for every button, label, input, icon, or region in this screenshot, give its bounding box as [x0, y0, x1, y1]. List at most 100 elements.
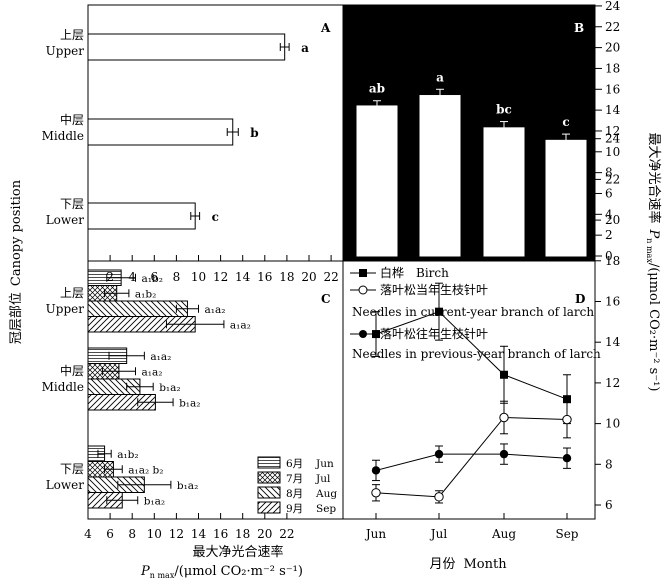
- panel-c-category-zh: 上层: [60, 286, 84, 300]
- panel-b-letter: B: [574, 21, 584, 35]
- x-axis-title-zh: 最大净光合速率: [192, 544, 283, 560]
- panel-b-ytick-label: 22: [605, 20, 620, 34]
- panel-c-xtick-label: 16: [213, 527, 228, 541]
- panel-c-xtick-label: 6: [106, 527, 114, 541]
- panel-d-xtick-label: Aug: [491, 527, 516, 541]
- panel-b-ytick-label: 2: [605, 228, 613, 242]
- panel-c-significance-label: a₁b₂: [135, 288, 156, 300]
- y-axis-title-en: Canopy position: [9, 179, 24, 286]
- panel-a-letter-label: c: [212, 210, 219, 224]
- panel-c-legend-label-zh: 6月: [286, 458, 303, 470]
- panel-c-significance-label: b₁a₂: [177, 480, 198, 492]
- x-axis-title-p: P: [140, 564, 150, 579]
- right-axis-title-unit: /(μmol CO₂·m⁻² s⁻¹): [646, 263, 661, 392]
- panel-c-legend-swatch: [257, 486, 281, 499]
- panel-d-marker-square: [500, 370, 508, 379]
- panel-c-significance-label: a₁b₂: [117, 449, 138, 461]
- panel-c-significance-label: a₁a₂: [150, 351, 171, 363]
- panel-d-ytick-label: 24: [605, 132, 621, 146]
- panel-b-ytick-label: 18: [605, 61, 620, 75]
- panel-d-marker-open-circle: [562, 414, 572, 425]
- month-axis-title-en: Month: [463, 557, 507, 572]
- panel-d-legend-label-en: Needles in previous-year branch of larch: [352, 347, 601, 361]
- panel-d-marker-filled-circle: [371, 466, 381, 475]
- panel-c-category-zh: 下层: [60, 462, 84, 476]
- panel-d-ytick-label: 20: [605, 213, 620, 227]
- panel-d-legend-label-en: Birch: [416, 266, 449, 280]
- panel-c-legend-label-en: Jun: [315, 458, 334, 470]
- panel-c-category-en: Lower: [46, 478, 85, 492]
- panel-d-xtick-label: Jul: [429, 527, 448, 541]
- panel-b-ytick-label: 8: [605, 166, 613, 180]
- panel-d-xtick-label: Jun: [364, 527, 387, 541]
- panel-a-letter: A: [320, 21, 331, 35]
- panel-c-legend-label-en: Sep: [316, 503, 336, 515]
- panel-b-ytick-label: 10: [605, 145, 620, 159]
- panel-b-bar: [483, 127, 525, 257]
- panel-b-bar: [545, 139, 587, 257]
- panel-d-series-line: [375, 453, 568, 471]
- right-axis-title: 最大净光合速率 Pn max/(μmol CO₂·m⁻² s⁻¹): [645, 133, 662, 392]
- panel-c-category-en: Upper: [46, 302, 85, 316]
- panel-c-xtick-label: 20: [257, 527, 272, 541]
- panel-d-legend-label-zh: 落叶松当年生枝针叶: [380, 282, 488, 297]
- panel-b-ytick-label: 12: [605, 124, 620, 138]
- panel-a-xtick-label: 4: [128, 270, 136, 284]
- panel-c-legend-swatch: [257, 501, 281, 514]
- panel-d-frame: [342, 260, 596, 520]
- panel-c-legend-label-zh: 9月: [286, 503, 303, 515]
- panel-b-bar: [356, 105, 398, 257]
- panel-b-xtick-label: Sep: [554, 269, 577, 283]
- panel-c-category-en: Middle: [42, 380, 84, 394]
- panel-b-letter-label: bc: [496, 103, 512, 117]
- panel-c: 4 6 8 10 12 14 16 18 20 22上层Uppera₁b₂a₁b₂a₁a₂a₁a₂…: [42, 269, 337, 541]
- panel-a-bar: [87, 202, 196, 230]
- panel-a-xtick-label: 10: [191, 270, 206, 284]
- panel-a-xtick-label: 12: [213, 270, 228, 284]
- x-axis-title-rest: /(μmol CO₂·m⁻² s⁻¹): [174, 564, 303, 579]
- panel-a-xtick-label: 14: [235, 270, 251, 284]
- panel-d-ytick-label: 8: [605, 457, 613, 471]
- panel-c-significance-label: b₁a₂: [159, 382, 180, 394]
- panel-c-xtick-label: 10: [147, 527, 162, 541]
- panel-c-legend-label-zh: 8月: [286, 488, 303, 500]
- panel-b-letter-label: a: [436, 70, 444, 84]
- panel-a-category-zh: 下层: [60, 197, 84, 211]
- panel-d-legend-marker: [359, 330, 367, 338]
- panel-b-ytick-label: 6: [605, 186, 613, 200]
- panel-a-category-zh: 上层: [60, 28, 84, 42]
- panel-b-ytick-label: 4: [605, 207, 613, 221]
- month-axis-title: 月份 Month: [429, 557, 507, 572]
- panel-c-significance-label: b₁a₂: [144, 495, 165, 507]
- panel-d-marker-open-circle: [434, 492, 444, 502]
- panel-c-significance-label: b₁a₂: [179, 397, 200, 409]
- panel-c-significance-label: a₁a₂: [230, 319, 251, 331]
- panel-a: 246810121416182022上层Uppera中层Middleb下层Low…: [42, 28, 339, 284]
- panel-d-legend-label-en: Needles in current-year branch of larch: [352, 305, 594, 319]
- panel-d-marker-open-circle: [371, 488, 381, 498]
- panel-c-xtick-label: 22: [279, 527, 294, 541]
- panel-a-xtick-label: 16: [257, 270, 272, 284]
- x-axis-title-unit: Pn max/(μmol CO₂·m⁻² s⁻¹): [140, 564, 303, 580]
- panel-a-bar: [87, 33, 286, 61]
- panel-b-xtick-label: Aug: [491, 269, 516, 283]
- panel-d-legend-marker: [359, 269, 367, 277]
- panel-c-legend-swatch: [257, 456, 281, 469]
- panel-b-bar: [419, 95, 461, 257]
- y-axis-title-zh: 冠层部位: [9, 292, 24, 344]
- panel-a-xtick-label: 6: [150, 270, 158, 284]
- panel-c-significance-label: a₁a₂: [142, 366, 163, 378]
- panel-d-marker-filled-circle: [499, 449, 509, 459]
- panel-d-xtick-label: Sep: [555, 527, 578, 541]
- panel-d-ytick-label: 6: [605, 498, 613, 512]
- panel-b-ytick-label: 20: [605, 41, 620, 55]
- panel-c-xtick-label: 18: [235, 527, 250, 541]
- panel-b-letter-label: ab: [369, 82, 385, 96]
- panel-a-category-en: Lower: [46, 213, 85, 227]
- panel-c-legend-swatch: [257, 471, 281, 484]
- panel-d-marker-filled-circle: [434, 449, 444, 459]
- panel-d-marker-square: [563, 395, 571, 404]
- right-axis-title-zh: 最大净光合速率: [646, 133, 662, 224]
- panel-a-xtick-label: 8: [173, 270, 181, 284]
- panel-a-letter-label: a: [301, 41, 309, 55]
